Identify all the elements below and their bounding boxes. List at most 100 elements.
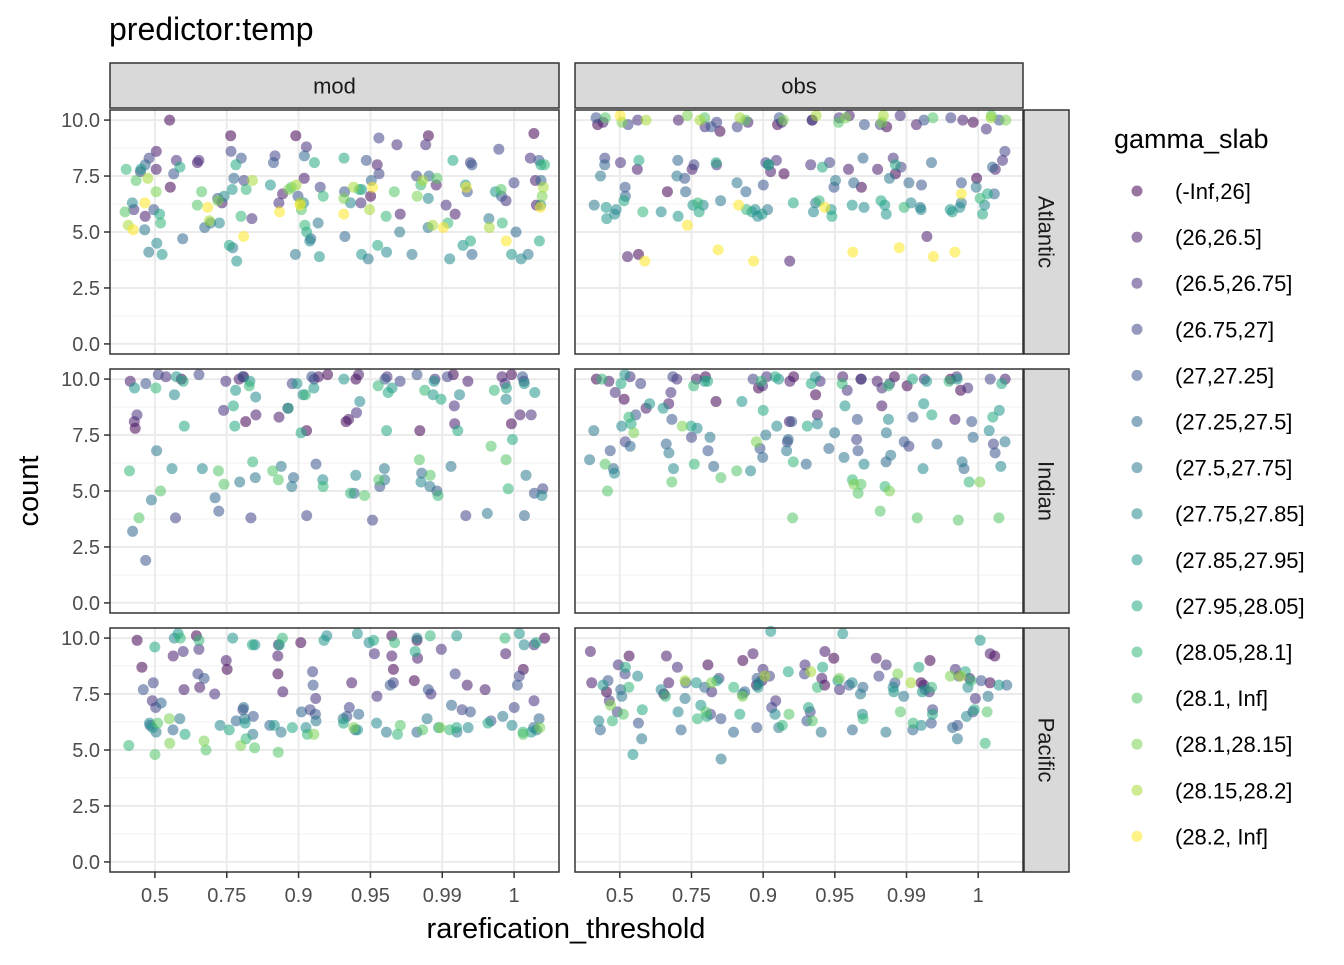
data-point <box>982 690 994 702</box>
x-tick-label: 0.99 <box>423 885 462 907</box>
data-point <box>308 728 320 740</box>
data-point <box>145 494 157 506</box>
data-point <box>373 168 385 180</box>
y-tick-label: 7.5 <box>72 684 100 706</box>
row-strip-label: Indian <box>1034 461 1059 521</box>
data-point <box>372 239 384 251</box>
data-point <box>926 157 937 169</box>
data-point <box>529 387 541 398</box>
data-point <box>460 181 472 193</box>
data-point <box>733 199 745 211</box>
data-point <box>640 114 652 126</box>
data-point <box>829 427 841 439</box>
points-obs-atlantic <box>588 110 1012 267</box>
data-point <box>987 161 998 173</box>
data-point <box>289 248 301 260</box>
data-point <box>151 445 163 457</box>
data-point <box>249 472 261 484</box>
data-point <box>979 737 991 749</box>
data-point <box>150 163 162 175</box>
data-point <box>298 172 310 184</box>
data-point <box>517 728 529 740</box>
data-point <box>980 123 992 135</box>
data-point <box>174 161 186 173</box>
data-point <box>462 375 474 387</box>
data-point <box>828 652 840 664</box>
data-point <box>665 387 677 398</box>
data-point <box>130 175 142 186</box>
data-point <box>231 255 243 267</box>
data-point <box>889 159 901 171</box>
data-point <box>676 420 688 432</box>
data-point <box>296 706 307 718</box>
column-strip-mod <box>109 62 560 109</box>
data-point <box>485 440 497 452</box>
data-point <box>508 177 520 189</box>
data-point <box>599 159 611 171</box>
data-point <box>952 514 964 526</box>
legend-label: (28.15,28.2] <box>1175 778 1292 803</box>
data-point <box>666 476 678 488</box>
data-point <box>380 726 392 738</box>
x-tick-label: 0.95 <box>815 885 854 907</box>
data-point <box>769 371 781 383</box>
data-point <box>880 726 892 738</box>
data-point <box>623 681 635 693</box>
data-point <box>800 458 812 470</box>
data-point <box>913 661 925 673</box>
data-point <box>368 634 380 646</box>
data-point <box>632 717 644 729</box>
data-point <box>220 375 232 387</box>
data-point <box>240 416 252 428</box>
data-point <box>819 646 831 657</box>
column-strip-label: mod <box>313 74 356 99</box>
data-point <box>830 175 841 186</box>
legend-label: (27.75,27.85] <box>1175 502 1305 527</box>
data-point <box>885 449 897 461</box>
data-point <box>126 197 138 209</box>
data-point <box>156 248 168 260</box>
legend-key <box>1131 277 1143 289</box>
data-point <box>999 145 1011 157</box>
data-point <box>657 402 669 414</box>
data-point <box>584 454 596 466</box>
data-point <box>996 378 1008 390</box>
legend-key <box>1131 600 1143 612</box>
data-point <box>971 172 983 184</box>
row-strip-label: Atlantic <box>1034 196 1059 268</box>
data-point <box>198 672 210 684</box>
data-point <box>119 206 131 218</box>
data-point <box>273 197 285 209</box>
data-point <box>981 706 993 718</box>
data-point <box>903 177 915 189</box>
data-point <box>880 427 892 439</box>
data-point <box>435 643 447 655</box>
data-point <box>628 427 640 439</box>
data-point <box>274 206 286 218</box>
data-point <box>353 369 365 381</box>
data-point <box>247 456 259 468</box>
data-point <box>787 512 799 524</box>
data-point <box>875 195 887 207</box>
data-point <box>536 190 548 202</box>
data-point <box>214 719 226 731</box>
data-point <box>680 186 692 198</box>
data-point <box>778 114 789 126</box>
data-point <box>338 192 350 204</box>
data-point <box>299 389 311 401</box>
data-point <box>428 375 440 387</box>
data-point <box>386 650 398 662</box>
data-point <box>371 159 383 171</box>
data-point <box>365 190 377 202</box>
data-point <box>235 210 247 222</box>
data-point <box>927 112 939 124</box>
data-point <box>139 224 151 236</box>
data-point <box>483 222 495 233</box>
data-point <box>750 436 762 448</box>
data-point <box>124 465 135 477</box>
data-point <box>506 369 517 381</box>
data-point <box>451 630 463 642</box>
data-point <box>951 733 963 745</box>
data-point <box>668 463 679 475</box>
data-point <box>314 181 326 193</box>
